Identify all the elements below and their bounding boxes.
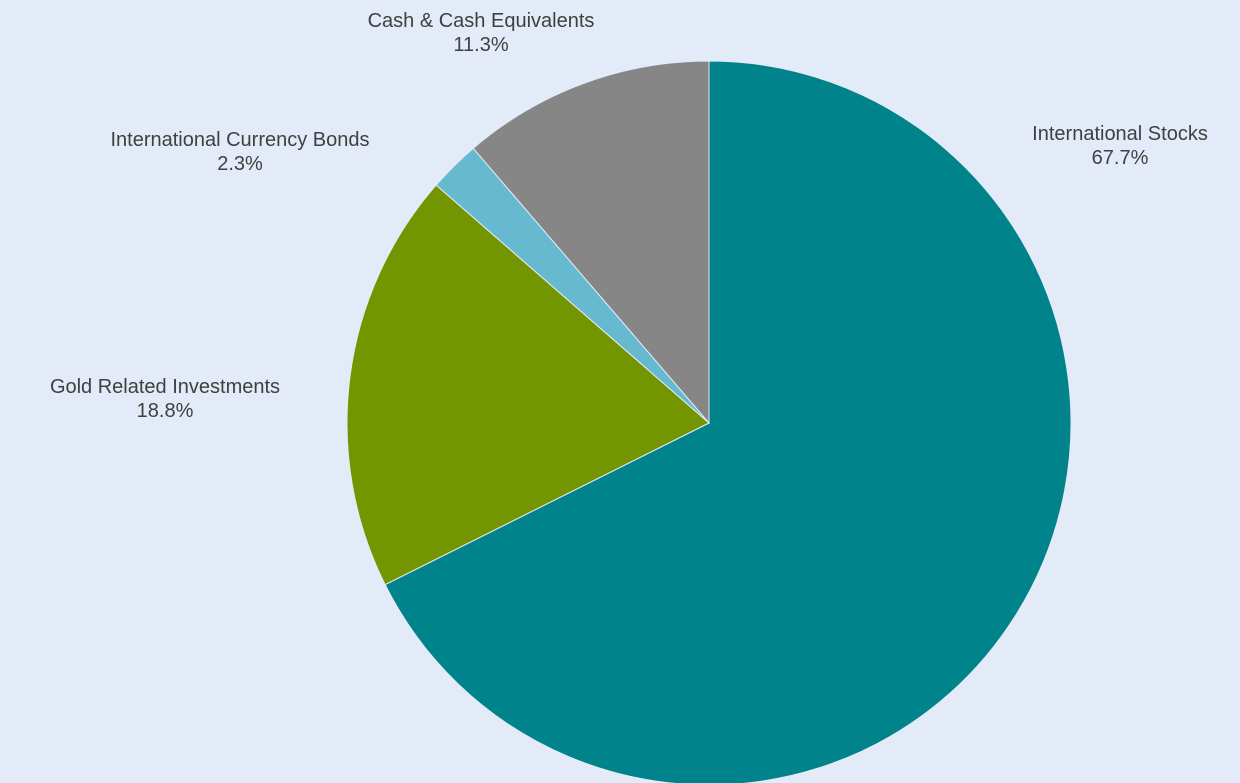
slice-label-value: 11.3% [453,34,508,56]
slice-label-name: Gold Related Investments [50,376,280,398]
slice-label: International Currency Bonds 2.3% [110,129,369,175]
slice-label: International Stocks 67.7% [1032,123,1208,169]
slice-label-value: 18.8% [137,400,194,422]
pie-slice-international-stocks [384,60,1072,783]
pie-slice-cash-cash-equivalents [472,60,710,425]
slice-label-name: International Currency Bonds [110,129,369,151]
pie-slice-gold-related-investments [346,184,710,586]
slice-label-value: 2.3% [217,153,263,175]
slice-label-name: International Stocks [1032,123,1208,145]
slice-label-value: 67.7% [1092,147,1149,169]
pie-slices [346,60,1072,783]
pie-labels: International Stocks 67.7% Gold Related In… [50,10,1208,422]
slice-label-name: Cash & Cash Equivalents [368,10,595,32]
slice-label: Gold Related Investments 18.8% [50,376,280,422]
slice-label: Cash & Cash Equivalents 11.3% [368,10,595,56]
